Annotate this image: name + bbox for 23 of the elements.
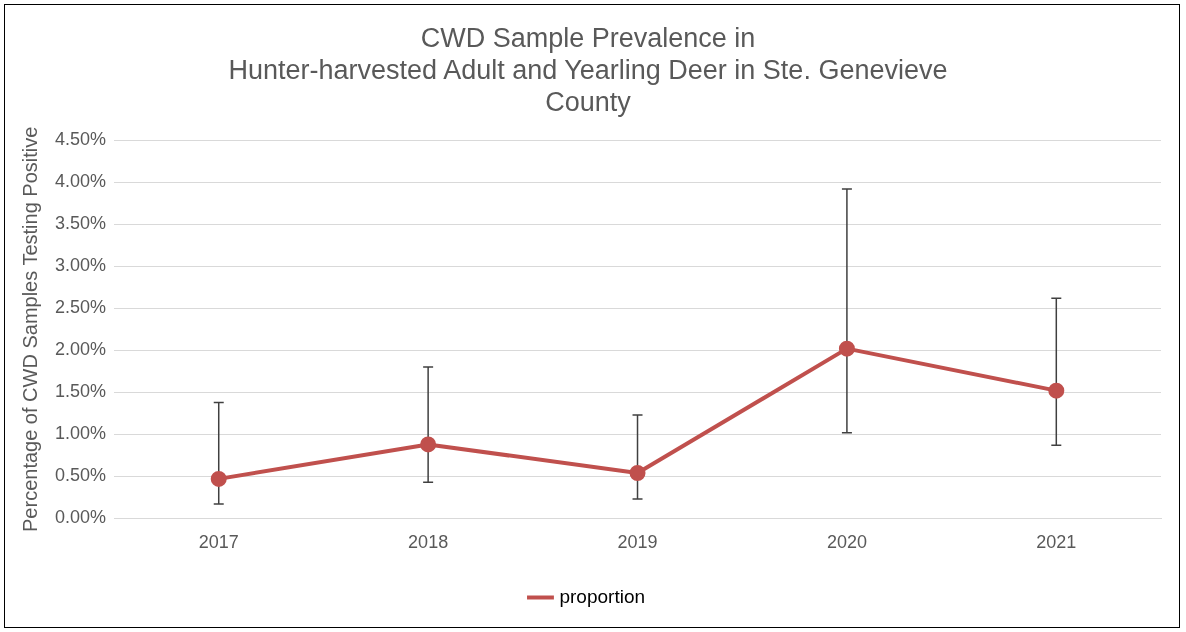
point [420, 436, 437, 453]
point [629, 465, 646, 482]
x-tick-label: 2018 [408, 532, 449, 553]
x-tick-label: 2019 [617, 532, 658, 553]
point [210, 470, 227, 487]
y-axis-title: Percentage of CWD Samples Testing Positive [18, 126, 41, 532]
y-tick-label: 2.50% [54, 297, 107, 318]
y-tick-label: 0.00% [54, 507, 107, 528]
y-tick-label: 3.50% [54, 213, 107, 234]
y-tick-label: 4.50% [54, 129, 107, 150]
point [838, 340, 855, 357]
legend-label: proportion [559, 585, 646, 607]
point [1048, 382, 1065, 399]
x-tick-label: 2017 [198, 532, 239, 553]
y-tick-label: 1.50% [54, 381, 107, 402]
y-tick-label: 4.00% [54, 171, 107, 192]
y-tick-label: 1.00% [54, 423, 107, 444]
x-tick-label: 2020 [826, 532, 867, 553]
chart-title: CWD Sample Prevalence in Hunter-harvested Adult and Yearling Deer in Ste. Genevieve County [228, 22, 948, 118]
y-tick-label: 3.00% [54, 255, 107, 276]
y-tick-label: 0.50% [54, 465, 107, 486]
y-tick-label: 2.00% [54, 339, 107, 360]
x-tick-label: 2021 [1036, 532, 1077, 553]
